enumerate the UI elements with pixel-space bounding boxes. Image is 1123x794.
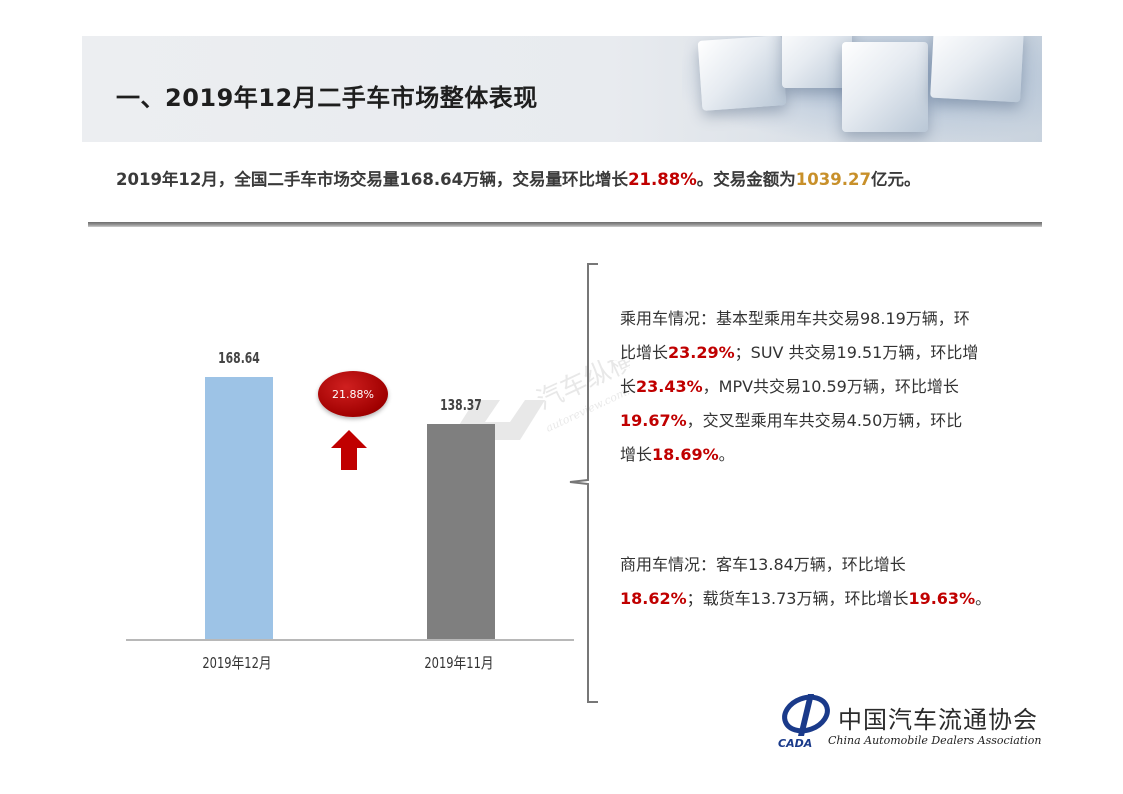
text-segment: 。 xyxy=(975,589,992,608)
commercial-vehicle-paragraph: 商用车情况：客车13.84万辆，环比增长 18.62%；载货车13.73万辆，环比… xyxy=(620,548,991,616)
text-segment: ；SUV 共交易19.51万辆，环比增 xyxy=(734,343,979,362)
highlight-percentage: 19.63% xyxy=(908,589,976,608)
summary-suffix: 亿元。 xyxy=(870,170,921,189)
summary-text: 2019年12月，全国二手车市场交易量168.64万辆，交易量环比增长21.88… xyxy=(116,166,920,190)
text-segment: 长 xyxy=(620,377,637,396)
text-segment: 比增长 xyxy=(620,343,669,362)
bar-chart: 168.64 138.37 2019年12月 2019年11月 21.88% xyxy=(126,340,574,680)
summary-middle: 。交易金额为 xyxy=(696,170,796,189)
page-title: 一、2019年12月二手车市场整体表现 xyxy=(116,84,538,112)
highlight-percentage: 18.69% xyxy=(652,445,719,464)
highlight-percentage: 23.43% xyxy=(636,377,703,396)
text-segment: 乘用车情况：基本型乘用车共交易98.19万辆，环 xyxy=(620,309,970,328)
paragraph-line: 增长18.69%。 xyxy=(620,438,978,472)
logo-abbr: CADA xyxy=(778,737,812,750)
paragraph-line: 19.67%，交叉型乘用车共交易4.50万辆，环比 xyxy=(620,404,978,438)
banner-cube-decoration xyxy=(842,42,928,132)
bar-value-label-nov: 138.37 xyxy=(440,395,482,414)
logo-name-cn: 中国汽车流通协会 xyxy=(838,706,1038,734)
paragraph-line: 长23.43%，MPV共交易10.59万辆，环比增长 xyxy=(620,370,978,404)
summary-prefix: 2019年12月，全国二手车市场交易量168.64万辆，交易量环比增长 xyxy=(116,170,629,189)
bar-value-label-dec: 168.64 xyxy=(218,348,260,367)
paragraph-line: 18.62%；载货车13.73万辆，环比增长19.63%。 xyxy=(620,582,991,616)
category-label-dec: 2019年12月 xyxy=(202,654,272,672)
bar-nov-2019 xyxy=(427,423,495,639)
passenger-car-paragraph: 乘用车情况：基本型乘用车共交易98.19万辆，环 比增长23.29%；SUV 共交… xyxy=(620,302,978,472)
text-segment: ，MPV共交易10.59万辆，环比增长 xyxy=(702,377,959,396)
logo-name-en: China Automobile Dealers Association xyxy=(828,734,1042,747)
paragraph-line: 乘用车情况：基本型乘用车共交易98.19万辆，环 xyxy=(620,302,978,336)
text-segment: ，交叉型乘用车共交易4.50万辆，环比 xyxy=(686,411,963,430)
up-arrow-icon xyxy=(331,430,367,470)
x-axis-line xyxy=(126,639,574,641)
text-segment: 。 xyxy=(718,445,735,464)
title-banner: 一、2019年12月二手车市场整体表现 xyxy=(82,36,1042,142)
highlight-percentage: 19.67% xyxy=(620,411,687,430)
bracket-decoration xyxy=(569,263,598,703)
text-segment: 商用车情况：客车13.84万辆，环比增长 xyxy=(620,555,906,574)
paragraph-line: 比增长23.29%；SUV 共交易19.51万辆，环比增 xyxy=(620,336,978,370)
paragraph-line: 商用车情况：客车13.84万辆，环比增长 xyxy=(620,548,991,582)
category-label-nov: 2019年11月 xyxy=(424,654,494,672)
text-segment: ；载货车13.73万辆，环比增长 xyxy=(686,589,909,608)
highlight-percentage: 18.62% xyxy=(620,589,687,608)
banner-cube-decoration xyxy=(782,36,852,88)
section-divider xyxy=(88,222,1042,227)
bar-dec-2019 xyxy=(205,376,273,639)
summary-growth: 21.88% xyxy=(628,170,697,189)
cada-logo: CADA xyxy=(778,694,830,750)
banner-cube-decoration xyxy=(697,36,787,111)
summary-amount: 1039.27 xyxy=(795,170,871,189)
banner-cube-decoration xyxy=(930,36,1024,103)
growth-badge: 21.88% xyxy=(318,371,388,417)
highlight-percentage: 23.29% xyxy=(668,343,735,362)
text-segment: 增长 xyxy=(620,445,653,464)
